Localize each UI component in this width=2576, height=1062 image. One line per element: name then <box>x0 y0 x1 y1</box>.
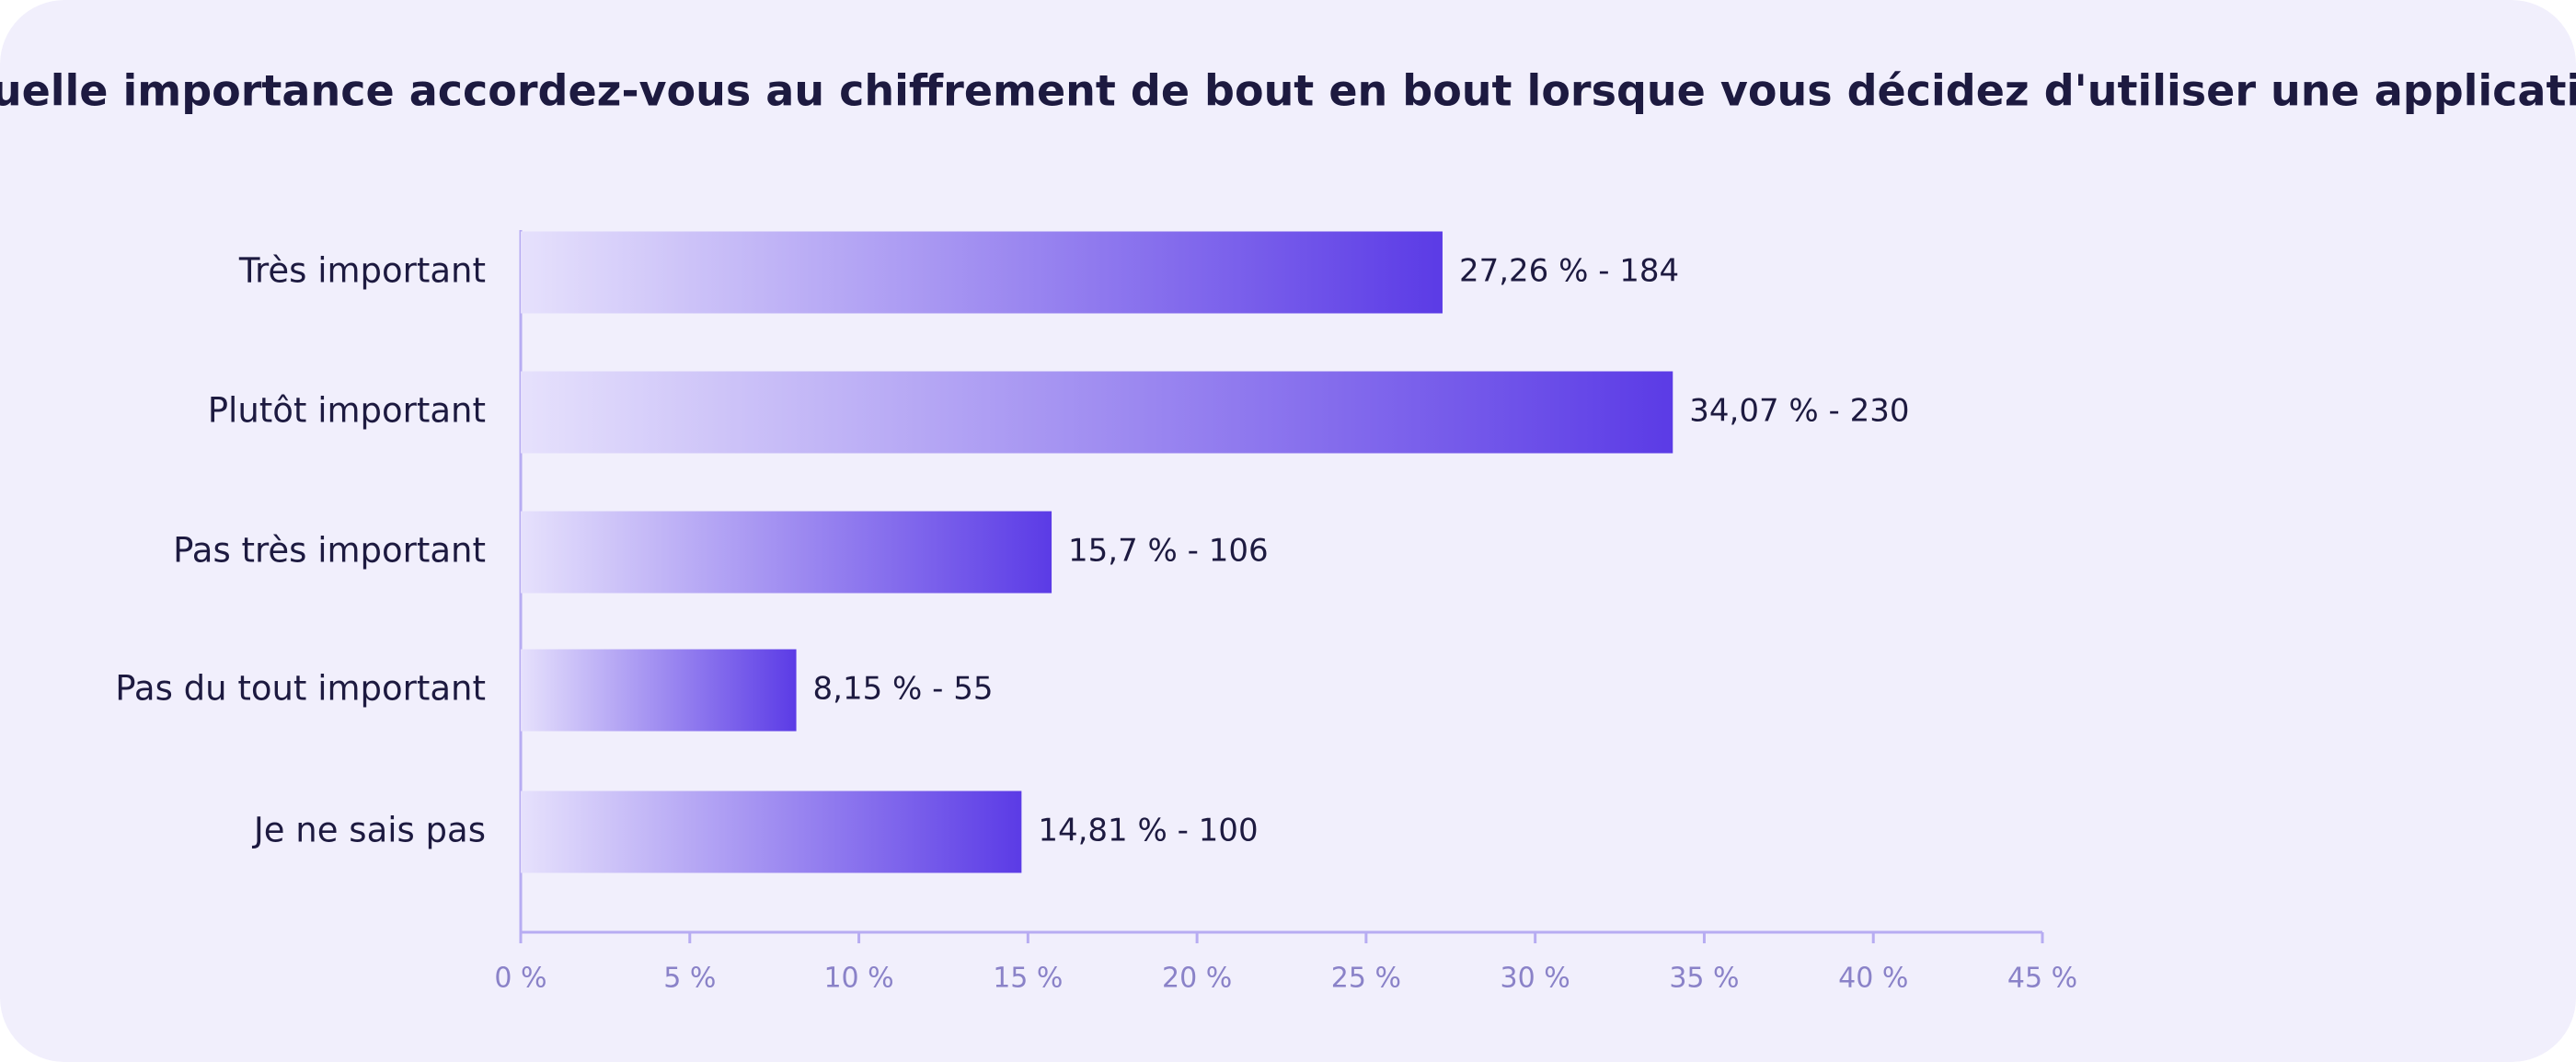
value-label: 8,15 % - 55 <box>813 671 994 708</box>
category-label: Pas très important <box>173 531 486 571</box>
bar <box>521 511 1052 594</box>
x-tick-label: 20 % <box>1162 963 1232 995</box>
value-label: 27,26 % - 184 <box>1459 253 1679 290</box>
x-tick-label: 45 % <box>2007 963 2077 995</box>
category-label: Plutôt important <box>208 391 486 431</box>
value-label: 34,07 % - 230 <box>1689 393 1909 430</box>
x-tick-label: 0 % <box>494 963 546 995</box>
bar <box>521 371 1673 454</box>
chart-title: Quelle importance accordez-vous au chiff… <box>0 66 2576 116</box>
x-tick-label: 35 % <box>1669 963 1739 995</box>
category-label: Je ne sais pas <box>252 811 486 850</box>
bar <box>521 791 1022 873</box>
x-tick-label: 5 % <box>663 963 716 995</box>
category-label: Très important <box>238 251 486 291</box>
category-label: Pas du tout important <box>115 669 486 709</box>
value-label: 14,81 % - 100 <box>1038 813 1258 849</box>
x-tick-label: 30 % <box>1501 963 1570 995</box>
x-tick-label: 10 % <box>823 963 893 995</box>
bar <box>521 649 797 732</box>
x-tick-label: 25 % <box>1331 963 1401 995</box>
x-tick-label: 40 % <box>1838 963 1908 995</box>
value-label: 15,7 % - 106 <box>1068 533 1269 570</box>
bar <box>521 231 1443 314</box>
x-tick-label: 15 % <box>993 963 1063 995</box>
